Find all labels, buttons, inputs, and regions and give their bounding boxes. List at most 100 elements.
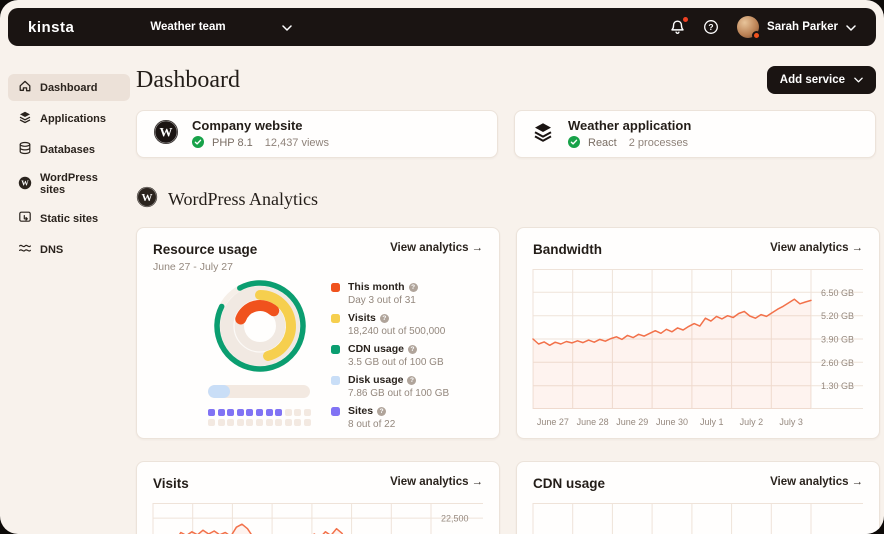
main-header: Dashboard Add service	[136, 66, 876, 94]
sidebar-item-static-sites[interactable]: Static sites	[8, 205, 130, 232]
site-dot	[303, 409, 311, 416]
bandwidth-chart: 6.50 GB 5.20 GB 3.90 GB 2.60 GB 1.30 GB June …	[532, 269, 863, 427]
sites-dot-grid	[208, 409, 331, 426]
legend-swatch	[331, 407, 340, 416]
bandwidth-card: Bandwidth View analytics → 6.50 GB 5.20 GB…	[516, 227, 880, 439]
help-icon[interactable]: ?	[377, 406, 387, 416]
view-analytics-link[interactable]: View analytics →	[390, 476, 483, 488]
sidebar-item-label: Static sites	[40, 212, 99, 225]
resource-donut	[214, 280, 306, 372]
service-name: Company website	[192, 117, 303, 133]
legend-item-visits: Visits? 18,240 out of 500,000	[331, 312, 483, 337]
sidebar-item-label: Databases	[40, 143, 96, 156]
help-icon[interactable]: ?	[408, 282, 418, 292]
bell-icon	[671, 20, 684, 34]
svg-text:W: W	[160, 124, 173, 139]
svg-text:1.30 GB: 1.30 GB	[821, 381, 854, 391]
site-dot	[294, 409, 302, 416]
wordpress-analytics-header: W WordPress Analytics	[136, 186, 876, 213]
site-dot	[284, 409, 292, 416]
site-dot	[275, 419, 283, 426]
user-avatar	[737, 16, 762, 40]
help-icon[interactable]: ?	[379, 313, 389, 323]
analytics-grid: Resource usage June 27 - July 27 View an…	[136, 227, 880, 534]
wordpress-icon: W	[136, 186, 158, 213]
legend-item-cdn-usage: CDN usage? 3.5 GB out of 100 GB	[331, 343, 483, 368]
site-dot	[275, 409, 283, 416]
question-icon: ?	[704, 20, 718, 34]
service-cards: W Company website PHP 8.1 12,437 views W…	[136, 110, 876, 158]
sidebar-item-dns[interactable]: DNS	[8, 236, 130, 263]
topbar: kinsta Weather team ? Sarah Parker	[8, 8, 876, 46]
database-icon	[18, 141, 32, 158]
service-stat: React	[588, 137, 617, 149]
card-title: CDN usage	[533, 476, 606, 491]
date-range: June 27 - July 27	[153, 261, 233, 273]
disk-usage-progress	[208, 385, 310, 398]
user-name: Sarah Parker	[767, 21, 838, 33]
notifications-button[interactable]	[670, 17, 689, 35]
sidebar-item-dashboard[interactable]: Dashboard	[8, 74, 130, 101]
service-stat: 12,437 views	[264, 137, 329, 149]
service-stat: PHP 8.1	[212, 137, 253, 149]
site-dot	[246, 419, 254, 426]
svg-text:July 1: July 1	[700, 417, 724, 427]
help-icon[interactable]: ?	[408, 344, 418, 354]
site-dot	[246, 409, 254, 416]
legend-item-this-month: This month? Day 3 out of 31	[331, 281, 483, 306]
add-service-button[interactable]: Add service	[766, 66, 876, 94]
site-dot	[208, 409, 215, 416]
chevron-down-icon	[281, 18, 292, 36]
svg-text:June 28: June 28	[577, 417, 609, 427]
dns-icon	[18, 241, 32, 258]
cdn-usage-card: CDN usage View analytics→ 4.00 GB3.20 GB…	[516, 461, 880, 534]
card-title: Bandwidth	[533, 242, 602, 257]
chevron-down-icon	[854, 74, 863, 86]
site-dot	[284, 419, 292, 426]
view-analytics-link[interactable]: View analytics →	[770, 476, 863, 488]
site-dot	[236, 409, 244, 416]
sidebar-item-wordpress-sites[interactable]: W WordPress sites	[8, 167, 130, 201]
section-title: WordPress Analytics	[168, 189, 319, 209]
legend-item-sites: Sites? 8 out of 22	[331, 405, 483, 430]
svg-text:July 2: July 2	[740, 417, 764, 427]
user-menu[interactable]: Sarah Parker	[737, 16, 856, 40]
svg-text:June 30: June 30	[656, 417, 688, 427]
site-dot	[265, 409, 273, 416]
wordpress-icon: W	[153, 119, 179, 150]
help-icon[interactable]: ?	[407, 375, 417, 385]
site-dot	[236, 419, 244, 426]
help-button[interactable]: ?	[703, 19, 719, 35]
service-card-company-website[interactable]: W Company website PHP 8.1 12,437 views	[136, 110, 498, 158]
notification-dot	[683, 17, 689, 22]
sidebar-item-databases[interactable]: Databases	[8, 136, 130, 163]
wordpress-icon: W	[18, 176, 32, 193]
arrow-right-icon: →	[851, 242, 864, 254]
arrow-right-icon: →	[851, 476, 864, 488]
visits-card: Visits View analytics→ 22,50018,000June …	[136, 461, 500, 534]
service-name: Weather application	[568, 117, 692, 133]
card-title: Visits	[153, 476, 189, 491]
layers-icon	[18, 110, 32, 127]
sidebar-item-applications[interactable]: Applications	[8, 105, 130, 132]
sidebar-item-label: Applications	[40, 112, 107, 125]
avatar-status-badge	[752, 31, 762, 40]
view-analytics-link[interactable]: View analytics →	[390, 242, 483, 254]
resource-usage-card: Resource usage June 27 - July 27 View an…	[136, 227, 500, 439]
service-stat: 2 processes	[628, 137, 689, 149]
svg-text:2.60 GB: 2.60 GB	[821, 358, 854, 368]
main: Dashboard Add service W Company website …	[136, 60, 880, 534]
site-dot	[217, 419, 225, 426]
site-dot	[208, 419, 215, 426]
svg-text:W: W	[21, 178, 29, 187]
view-analytics-link[interactable]: View analytics →	[770, 242, 863, 254]
arrow-right-icon: →	[471, 242, 484, 254]
browser-icon	[18, 210, 32, 227]
check-circle-icon	[192, 135, 204, 151]
service-card-weather-application[interactable]: Weather application React 2 processes	[514, 110, 876, 158]
legend-swatch	[331, 314, 340, 323]
team-selector[interactable]: Weather team	[150, 18, 292, 36]
